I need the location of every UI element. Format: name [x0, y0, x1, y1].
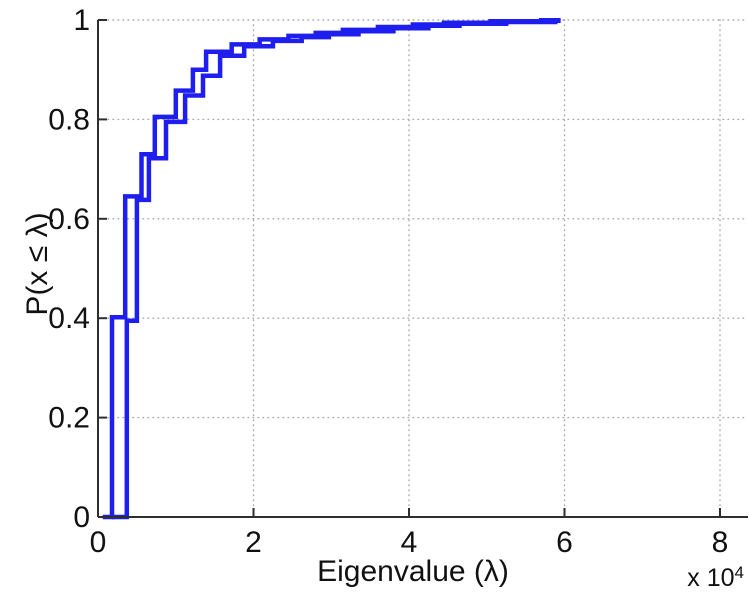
ecdf-curve-1 — [102, 17, 561, 520]
y-tick-label: 1 — [73, 4, 90, 37]
x-axis-multiplier-base: x 10 — [687, 564, 735, 592]
x-tick-label: 0 — [90, 526, 107, 559]
y-tick-label: 0.6 — [48, 203, 90, 236]
y-tick-label: 0.4 — [48, 302, 90, 335]
x-tick-label: 6 — [556, 526, 573, 559]
grid-lines — [97, 19, 749, 518]
y-tick-label: 0.2 — [48, 402, 90, 435]
y-tick-label: 0.8 — [48, 103, 90, 136]
x-axis-label: Eigenvalue (λ) — [317, 555, 509, 588]
ecdf-series — [102, 17, 561, 520]
y-tick-label: 0 — [73, 501, 90, 534]
tick-labels: 0 2 4 6 8 0 0.2 0.4 0.6 0.8 1 — [48, 4, 728, 559]
x-tick-label: 2 — [245, 526, 262, 559]
ecdf-curve-2 — [112, 18, 561, 520]
y-axis-label: P(x ≤ λ) — [21, 212, 54, 316]
x-axis-multiplier: x 104 — [687, 564, 744, 591]
x-tick-label: 8 — [712, 526, 729, 559]
axes — [97, 19, 748, 518]
x-tick-label: 4 — [401, 526, 418, 559]
x-axis-multiplier-exponent: 4 — [734, 563, 744, 582]
